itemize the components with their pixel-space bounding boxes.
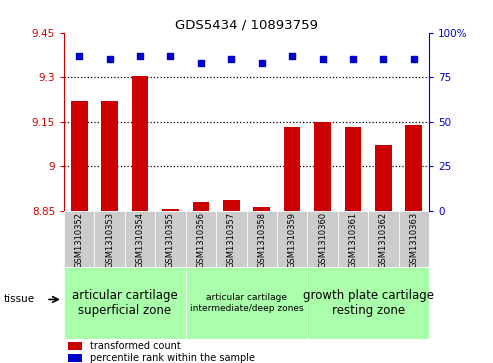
Bar bbox=[405, 125, 422, 211]
Bar bbox=[345, 127, 361, 211]
Point bbox=[167, 53, 175, 59]
Bar bbox=[216, 211, 246, 267]
Text: GSM1310358: GSM1310358 bbox=[257, 212, 266, 268]
Text: GSM1310356: GSM1310356 bbox=[196, 212, 206, 268]
Bar bbox=[246, 211, 277, 267]
Text: GSM1310352: GSM1310352 bbox=[75, 212, 84, 268]
Point bbox=[318, 56, 326, 62]
Bar bbox=[223, 200, 240, 211]
Text: GSM1310361: GSM1310361 bbox=[349, 212, 357, 268]
Bar bbox=[95, 211, 125, 267]
Point bbox=[288, 53, 296, 59]
Point bbox=[197, 60, 205, 66]
Bar bbox=[71, 101, 88, 211]
Point bbox=[410, 56, 418, 62]
Bar bbox=[193, 201, 209, 211]
Bar bbox=[253, 207, 270, 211]
Text: transformed count: transformed count bbox=[90, 341, 180, 351]
Bar bbox=[186, 211, 216, 267]
Bar bbox=[277, 211, 307, 267]
Point bbox=[258, 60, 266, 66]
Bar bbox=[132, 76, 148, 211]
Bar bbox=[162, 209, 179, 211]
Text: growth plate cartilage
resting zone: growth plate cartilage resting zone bbox=[303, 289, 434, 317]
Text: GSM1310353: GSM1310353 bbox=[105, 212, 114, 268]
Bar bbox=[68, 354, 82, 362]
Bar bbox=[398, 211, 429, 267]
Text: articular cartilage
intermediate/deep zones: articular cartilage intermediate/deep zo… bbox=[190, 293, 303, 313]
Bar bbox=[64, 211, 95, 267]
Text: GSM1310357: GSM1310357 bbox=[227, 212, 236, 268]
Point bbox=[349, 56, 357, 62]
Bar bbox=[125, 211, 155, 267]
Bar bbox=[68, 342, 82, 350]
Bar bbox=[64, 267, 186, 339]
Point bbox=[136, 53, 144, 59]
Text: GSM1310362: GSM1310362 bbox=[379, 212, 388, 268]
Text: articular cartilage
superficial zone: articular cartilage superficial zone bbox=[72, 289, 178, 317]
Bar bbox=[307, 211, 338, 267]
Text: GSM1310354: GSM1310354 bbox=[136, 212, 144, 268]
Bar bbox=[102, 101, 118, 211]
Text: percentile rank within the sample: percentile rank within the sample bbox=[90, 353, 254, 363]
Bar bbox=[155, 211, 186, 267]
Bar bbox=[338, 211, 368, 267]
Point bbox=[380, 56, 387, 62]
Bar bbox=[307, 267, 429, 339]
Title: GDS5434 / 10893759: GDS5434 / 10893759 bbox=[175, 19, 318, 32]
Bar bbox=[375, 145, 391, 211]
Bar bbox=[314, 122, 331, 211]
Text: GSM1310359: GSM1310359 bbox=[287, 212, 297, 268]
Text: tissue: tissue bbox=[3, 294, 35, 305]
Text: GSM1310355: GSM1310355 bbox=[166, 212, 175, 268]
Point bbox=[227, 56, 235, 62]
Point bbox=[75, 53, 83, 59]
Point bbox=[106, 56, 113, 62]
Bar bbox=[284, 127, 300, 211]
Text: GSM1310363: GSM1310363 bbox=[409, 212, 418, 269]
Bar bbox=[368, 211, 398, 267]
Text: GSM1310360: GSM1310360 bbox=[318, 212, 327, 268]
Bar bbox=[186, 267, 307, 339]
